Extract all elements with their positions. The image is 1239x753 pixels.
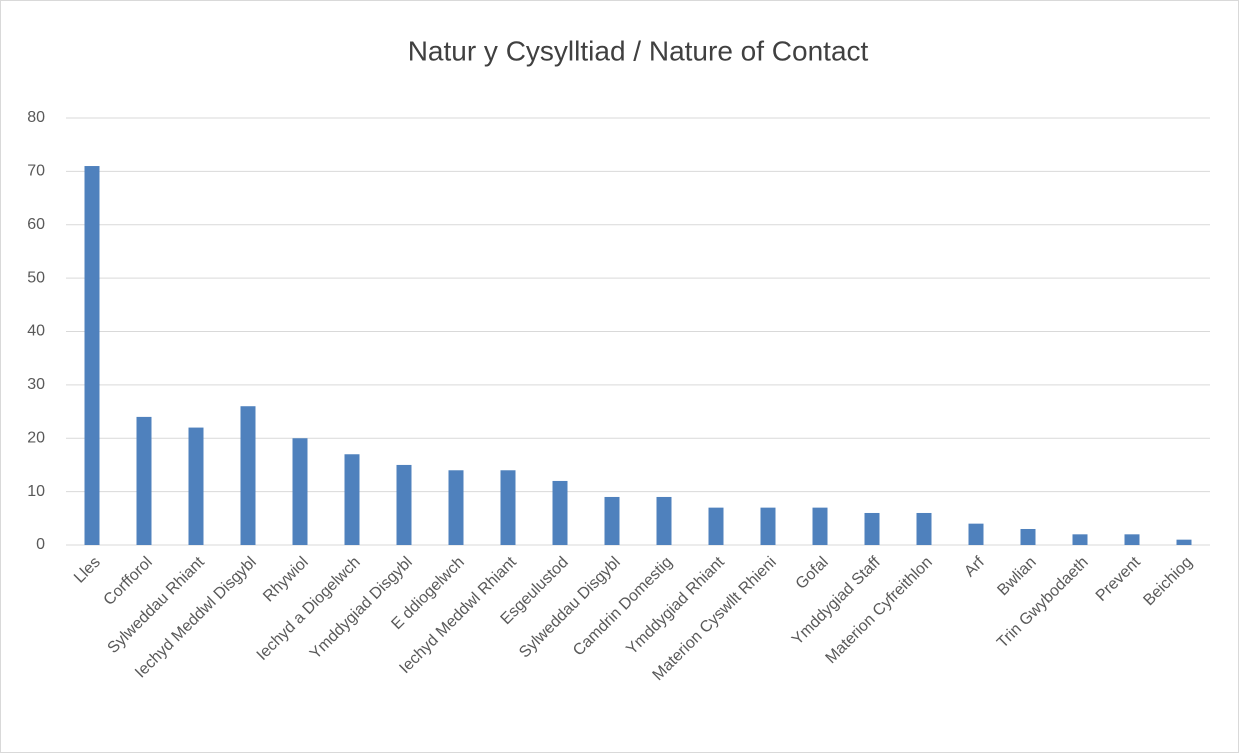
bar: [708, 507, 724, 545]
bar: [1072, 534, 1088, 545]
bar: [604, 496, 620, 545]
bar: [656, 496, 672, 545]
bar: [968, 523, 984, 545]
bar: [84, 166, 100, 545]
bar: [188, 427, 204, 545]
bar: [760, 507, 776, 545]
y-tick-label: 0: [36, 536, 45, 553]
bar: [292, 438, 308, 545]
bar: [1020, 528, 1036, 545]
y-tick-label: 80: [27, 109, 45, 126]
y-tick-label: 70: [27, 163, 45, 180]
bar: [916, 512, 932, 545]
bar: [864, 512, 880, 545]
bar: [136, 416, 152, 545]
bar: [344, 454, 360, 545]
y-tick-label: 10: [27, 483, 45, 500]
bar: [812, 507, 828, 545]
chart-title: Natur y Cysylltiad / Nature of Contact: [408, 35, 869, 66]
bar: [1176, 539, 1192, 545]
bar: [1124, 534, 1140, 545]
bar: [240, 406, 256, 545]
bar: [500, 470, 516, 545]
y-tick-label: 50: [27, 269, 45, 286]
bar: [396, 464, 412, 545]
y-tick-label: 30: [27, 376, 45, 393]
y-tick-label: 20: [27, 429, 45, 446]
y-tick-label: 40: [27, 323, 45, 340]
bar: [448, 470, 464, 545]
bar: [552, 480, 568, 545]
y-tick-label: 60: [27, 216, 45, 233]
